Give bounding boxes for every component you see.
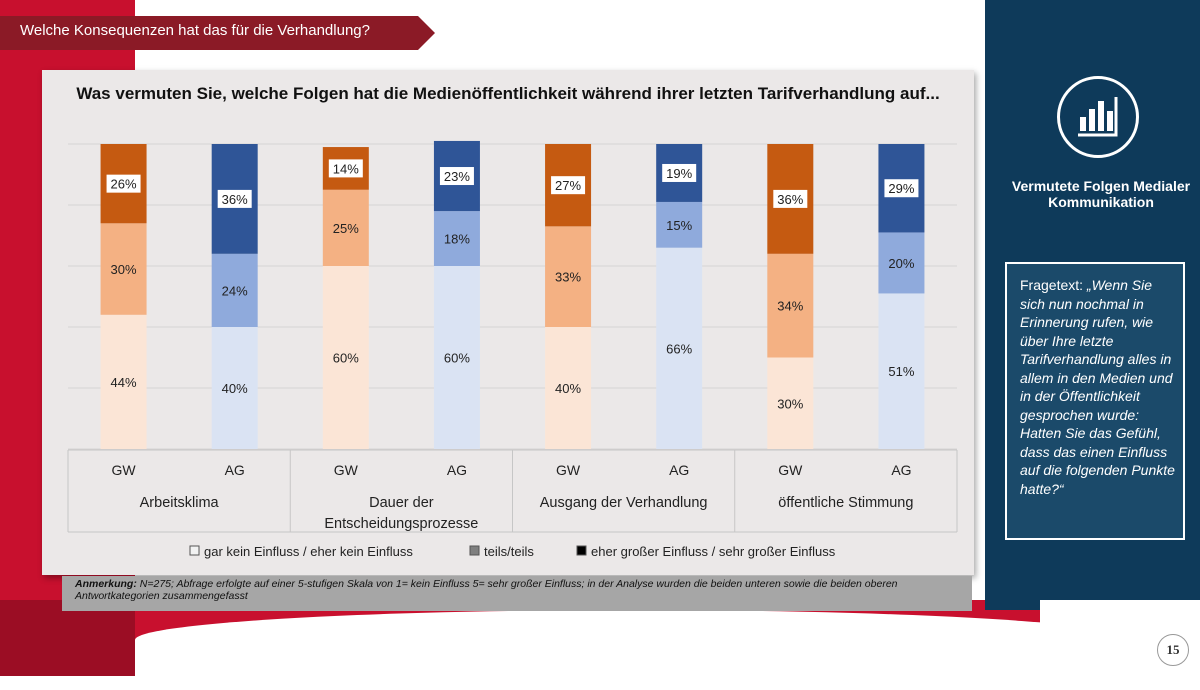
background-corner — [0, 600, 135, 676]
category-tick-label: GW — [556, 462, 581, 478]
data-label-box — [884, 179, 919, 198]
header-title: Welche Konsequenzen hat das für die Verh… — [20, 22, 370, 39]
question-box — [1005, 262, 1185, 540]
data-label: 30% — [777, 396, 803, 411]
data-label: 60% — [444, 351, 470, 366]
bar-chart-icon-graphic — [1078, 97, 1118, 137]
category-tick-label: AG — [891, 462, 911, 478]
bar-segment — [767, 253, 814, 358]
bar-segment — [656, 201, 703, 248]
group-label: Dauer der — [369, 495, 434, 511]
data-label: 19% — [666, 166, 692, 181]
bar-chart-icon — [1057, 76, 1139, 158]
side-title: Vermutete Folgen Medialer Kommunikation — [1011, 178, 1191, 210]
data-label: 27% — [555, 178, 581, 193]
chart-title: Was vermuten Sie, welche Folgen hat die … — [76, 84, 940, 103]
category-tick-label: AG — [669, 462, 689, 478]
category-tick-label: AG — [225, 462, 245, 478]
note: Anmerkung: N=275; Abfrage erfolgte auf e… — [75, 578, 965, 602]
data-label-box — [439, 167, 474, 186]
category-tick-label: AG — [447, 462, 467, 478]
data-label: 66% — [666, 341, 692, 356]
note-panel — [62, 576, 972, 611]
data-label: 44% — [111, 375, 137, 390]
header-banner — [0, 16, 435, 50]
data-label: 24% — [222, 283, 248, 298]
data-label: 25% — [333, 221, 359, 236]
page-number: 15 — [1157, 634, 1189, 666]
bar-segment — [878, 293, 925, 449]
bar-segment — [767, 357, 814, 449]
bar-segment — [100, 223, 147, 315]
bar-segment — [545, 327, 592, 449]
bar-segment — [100, 314, 147, 449]
category-tick-label: GW — [334, 462, 359, 478]
data-label: 51% — [888, 364, 914, 379]
data-label: 18% — [444, 232, 470, 247]
data-label: 36% — [222, 192, 248, 207]
data-label: 23% — [444, 169, 470, 184]
data-label: 26% — [111, 177, 137, 192]
question: Fragetext: „Wenn Sie sich nun nochmal in… — [1020, 276, 1180, 498]
question-text: „Wenn Sie sich nun nochmal in Erinnerung… — [1020, 277, 1175, 497]
stacked-bar-chart: 44% 30% 26% GW 40% 24% 36% AG 60% 25% 14% GW 60% 18% 2… — [67, 140, 958, 559]
bar-segment — [545, 226, 592, 327]
data-label-box — [551, 176, 586, 195]
bar-segment — [211, 253, 258, 327]
note-text: N=275; Abfrage erfolgte auf einer 5-stuf… — [75, 578, 898, 602]
data-label: 30% — [111, 262, 137, 277]
data-label-box — [106, 174, 141, 193]
bar-segment — [656, 247, 703, 449]
bar-segment — [211, 327, 258, 449]
data-label: 15% — [666, 218, 692, 233]
data-label-box — [662, 163, 697, 182]
bar-segment — [878, 232, 925, 294]
group-label: öffentliche Stimmung — [778, 495, 913, 511]
bar-segment — [433, 211, 480, 266]
data-label: 20% — [888, 256, 914, 271]
group-label: Ausgang der Verhandlung — [540, 495, 708, 511]
question-label: Fragetext: — [1020, 277, 1087, 293]
legend-label: teils/teils — [484, 544, 534, 559]
data-label: 29% — [888, 181, 914, 196]
background-curve — [135, 610, 1135, 690]
bar-segment — [322, 189, 369, 266]
legend-swatch — [189, 545, 200, 556]
data-label-box — [773, 189, 808, 208]
chart-panel — [42, 70, 974, 575]
category-tick-label: GW — [112, 462, 137, 478]
data-label-box — [328, 159, 363, 178]
legend-swatch — [576, 545, 587, 556]
data-label-box — [217, 189, 252, 208]
group-label: Entscheidungsprozesse — [324, 516, 478, 532]
data-label: 60% — [333, 351, 359, 366]
legend-swatch — [469, 545, 480, 556]
bar-segment — [322, 266, 369, 449]
bar-segment — [433, 266, 480, 449]
legend-label: eher großer Einfluss / sehr großer Einfl… — [591, 544, 836, 559]
data-label: 36% — [777, 192, 803, 207]
data-label: 33% — [555, 270, 581, 285]
data-label: 34% — [777, 299, 803, 314]
data-label: 40% — [222, 381, 248, 396]
data-label: 14% — [333, 161, 359, 176]
note-label: Anmerkung: — [75, 578, 137, 590]
group-label: Arbeitsklima — [140, 495, 220, 511]
category-tick-label: GW — [778, 462, 803, 478]
data-label: 40% — [555, 381, 581, 396]
legend-label: gar kein Einfluss / eher kein Einfluss — [204, 544, 413, 559]
